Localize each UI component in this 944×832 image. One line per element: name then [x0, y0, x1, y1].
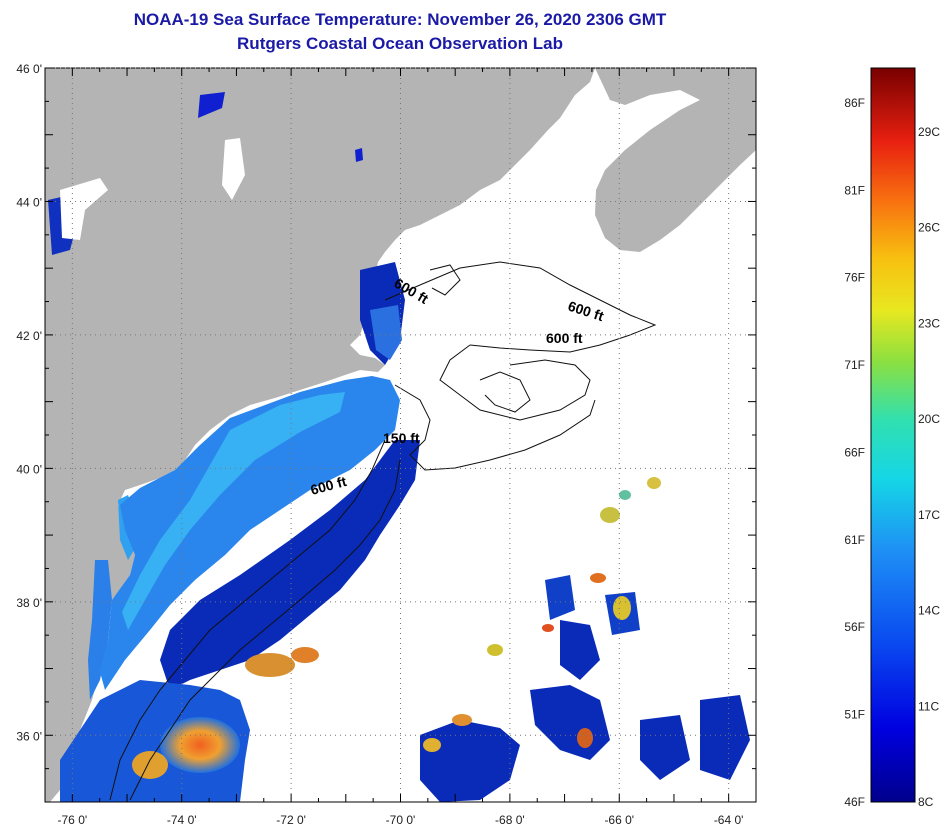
lon-tick-label: -64 0'	[714, 813, 744, 827]
colorbar-label-f: 76F	[844, 271, 865, 285]
colorbar-label-f: 66F	[844, 445, 865, 459]
colorbar-label-f: 71F	[844, 358, 865, 372]
sst-cluster-4	[640, 715, 690, 780]
sst-cluster-5	[700, 695, 750, 780]
colorbar-label-f: 81F	[844, 183, 865, 197]
lat-tick-label: 38 0'	[16, 596, 42, 610]
colorbar-celsius-labels: 29C 26C 23C 20C 17C 14C 11C 8C	[918, 125, 940, 809]
sst-inner-shelf-light	[122, 392, 345, 630]
sst-warm-eddy-1	[160, 717, 240, 773]
colorbar-gradient	[870, 67, 916, 803]
lon-tick-label: -76 0'	[58, 813, 88, 827]
sst-warm-spot-6	[619, 490, 631, 500]
colorbar-label-c: 8C	[918, 795, 934, 809]
sst-cluster-3	[560, 620, 600, 680]
colorbar-label-f: 61F	[844, 533, 865, 547]
lat-tick-label: 36 0'	[16, 729, 42, 743]
sst-warm-spot-2	[590, 573, 606, 583]
contour-label-4: 150 ft	[383, 430, 420, 446]
lat-tick-label: 44 0'	[16, 195, 42, 209]
lake-blue-2	[355, 148, 363, 162]
colorbar-label-c: 11C	[918, 699, 939, 713]
colorbar-label-f: 46F	[844, 795, 865, 809]
colorbar-label-c: 14C	[918, 604, 940, 618]
sst-gulf-maine-mid	[370, 305, 402, 360]
colorbar-fahrenheit-labels: 86F 81F 76F 71F 66F 61F 56F 51F 46F	[844, 96, 865, 809]
lon-tick-label: -74 0'	[167, 813, 197, 827]
colorbar-label-c: 29C	[918, 125, 940, 139]
sst-warm-spot-3	[542, 624, 554, 632]
map-axes: -76 0' -74 0' -72 0' -70 0' -68 0' -66 0' -64 …	[16, 62, 757, 827]
sst-warm-eddy-2	[132, 751, 168, 779]
land-cape-breton	[710, 100, 756, 150]
sst-warm-spot-7	[647, 477, 661, 489]
sst-cluster-1	[420, 720, 520, 802]
colorbar-label-f: 86F	[844, 96, 865, 110]
land-us-east	[45, 68, 595, 802]
map-area	[45, 68, 756, 802]
chesapeake-bay	[88, 560, 112, 700]
colorbar-label-c: 23C	[918, 316, 940, 330]
colorbar: 86F 81F 76F 71F 66F 61F 56F 51F 46F 29C 26C 23C 20C…	[844, 67, 940, 809]
lake-blue-1	[198, 92, 225, 118]
lat-tick-label: 42 0'	[16, 329, 42, 343]
contour-label-3: 600 ft	[546, 330, 583, 346]
colorbar-label-f: 51F	[844, 708, 865, 722]
sst-warm-eddy-4	[291, 647, 319, 663]
lon-tick-label: -68 0'	[495, 813, 525, 827]
lon-tick-label: -70 0'	[386, 813, 416, 827]
map-title: NOAA-19 Sea Surface Temperature: Novembe…	[133, 10, 667, 29]
map-subtitle: Rutgers Coastal Ocean Observation Lab	[237, 34, 563, 53]
lake-patch	[222, 138, 245, 200]
sst-offshore-band	[160, 440, 420, 690]
colorbar-label-c: 26C	[918, 221, 940, 235]
sst-warm-spot-1	[613, 596, 631, 620]
sst-warm-spot-8	[452, 714, 472, 726]
sst-warm-spot-10	[423, 738, 441, 752]
sst-warm-spot-5	[600, 507, 620, 523]
lon-tick-label: -66 0'	[604, 813, 634, 827]
colorbar-label-c: 20C	[918, 412, 940, 426]
bathymetry-contours	[109, 261, 657, 801]
colorbar-label-f: 56F	[844, 620, 865, 634]
colorbar-label-c: 17C	[918, 508, 940, 522]
sst-warm-eddy-3	[245, 653, 295, 677]
sst-warm-spot-9	[487, 644, 503, 656]
sst-warm-spot-4	[577, 728, 593, 748]
sst-shelf-water	[100, 376, 400, 690]
sst-cluster-6	[545, 575, 575, 620]
lon-tick-label: -72 0'	[276, 813, 306, 827]
lat-tick-label: 46 0'	[16, 62, 42, 76]
lat-tick-label: 40 0'	[16, 462, 42, 476]
